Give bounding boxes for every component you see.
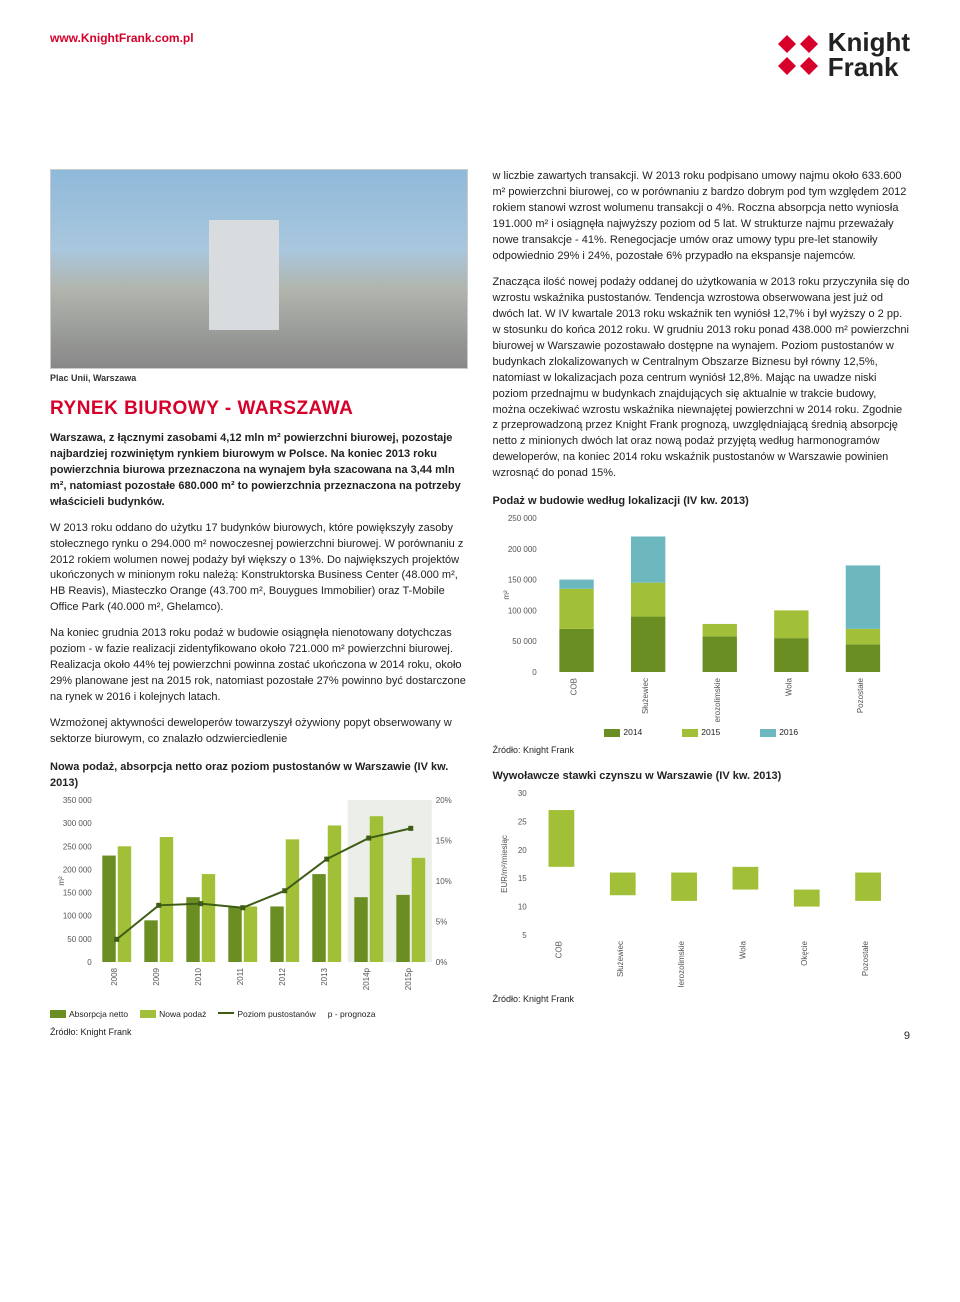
svg-text:5%: 5% (436, 917, 448, 926)
svg-text:2008: 2008 (110, 967, 119, 985)
legend-label: 2015 (701, 727, 720, 737)
svg-text:Pozostałe: Pozostałe (861, 941, 870, 977)
svg-text:250 000: 250 000 (507, 514, 536, 523)
svg-text:25: 25 (517, 818, 526, 827)
svg-text:200 000: 200 000 (63, 865, 92, 874)
svg-text:10: 10 (517, 903, 526, 912)
logo-text-top: Knight (828, 30, 910, 55)
swatch-podaz (140, 1010, 156, 1018)
swatch-absorpcja (50, 1010, 66, 1018)
svg-text:2015p: 2015p (404, 967, 413, 990)
svg-text:50 000: 50 000 (67, 935, 92, 944)
svg-text:COB: COB (554, 941, 563, 958)
body-paragraph: Na koniec grudnia 2013 roku podaż w budo… (50, 626, 468, 706)
svg-text:2010: 2010 (194, 967, 203, 985)
chart3: 5 10 15 20 25 30 COB Służewiec Al. Jerozolimskie… (493, 787, 911, 987)
right-column: w liczbie zawartych transakcji. W 2013 r… (493, 169, 911, 1039)
chart3-source: Źródło: Knight Frank (493, 993, 911, 1006)
svg-text:20%: 20% (436, 796, 452, 805)
svg-text:2014p: 2014p (362, 967, 371, 990)
svg-text:COB: COB (569, 678, 578, 695)
svg-text:Pozostałe: Pozostałe (855, 678, 864, 714)
svg-text:0: 0 (532, 668, 537, 677)
legend-label: Absorpcja netto (69, 1009, 128, 1019)
swatch-2016 (760, 729, 776, 737)
logo-text-bottom: Frank (828, 55, 910, 80)
chart1: 0 50 000 100 000 150 000 200 000 250 000 300 0… (50, 794, 468, 1004)
svg-text:Służewiec: Służewiec (615, 941, 624, 977)
legend-label: 2014 (623, 727, 642, 737)
chart2-legend: 2014 2015 2016 (493, 726, 911, 738)
svg-text:300 000: 300 000 (63, 819, 92, 828)
svg-text:10%: 10% (436, 877, 452, 886)
svg-text:2012: 2012 (278, 967, 287, 985)
svg-text:2011: 2011 (236, 967, 245, 985)
svg-text:EUR/m²/miesiąc: EUR/m²/miesiąc (499, 836, 508, 894)
svg-text:Al. Jerozolimskie: Al. Jerozolimskie (712, 678, 721, 723)
chart2: 0 50 000 100 000 150 000 200 000 250 000 COB Sł… (493, 512, 911, 722)
photo-block: Plac Unii, Warszawa (50, 169, 468, 385)
svg-text:250 000: 250 000 (63, 842, 92, 851)
svg-text:m²: m² (501, 590, 510, 600)
chart2-source: Źródło: Knight Frank (493, 744, 911, 757)
hero-photo (50, 169, 468, 369)
chart1-legend: Absorpcja netto Nowa podaż Poziom pustos… (50, 1008, 468, 1020)
svg-text:200 000: 200 000 (507, 545, 536, 554)
svg-text:Okęcie: Okęcie (799, 941, 808, 966)
body-paragraph: Znacząca ilość nowej podaży oddanej do u… (493, 275, 911, 482)
svg-text:Służewiec: Służewiec (641, 678, 650, 714)
swatch-2014 (604, 729, 620, 737)
svg-text:5: 5 (522, 931, 527, 940)
svg-text:2013: 2013 (320, 967, 329, 985)
legend-label: p - prognoza (328, 1008, 376, 1020)
logo-mark-icon (776, 33, 820, 77)
svg-text:2009: 2009 (152, 967, 161, 985)
chart1-source: Źródło: Knight Frank (50, 1026, 468, 1039)
swatch-vacancy (218, 1012, 234, 1014)
legend-label: Poziom pustostanów (237, 1009, 315, 1019)
chart2-title: Podaż w budowie według lokalizacji (IV k… (493, 494, 911, 510)
svg-text:150 000: 150 000 (507, 576, 536, 585)
svg-text:m²: m² (57, 876, 66, 886)
swatch-2015 (682, 729, 698, 737)
svg-text:15%: 15% (436, 836, 452, 845)
left-column: Plac Unii, Warszawa RYNEK BIUROWY - WARS… (50, 169, 468, 1039)
svg-text:350 000: 350 000 (63, 796, 92, 805)
legend-label: 2016 (779, 727, 798, 737)
section-title: RYNEK BIUROWY - WARSZAWA (50, 395, 468, 423)
chart3-title: Wywoławcze stawki czynszu w Warszawie (I… (493, 769, 911, 785)
body-paragraph: W 2013 roku oddano do użytku 17 budynków… (50, 521, 468, 617)
body-paragraph: w liczbie zawartych transakcji. W 2013 r… (493, 169, 911, 265)
legend-label: Nowa podaż (159, 1009, 206, 1019)
chart1-title: Nowa podaż, absorpcja netto oraz poziom … (50, 760, 468, 792)
site-url: www.KnightFrank.com.pl (50, 30, 194, 47)
svg-text:50 000: 50 000 (512, 637, 537, 646)
svg-text:100 000: 100 000 (507, 607, 536, 616)
logo-text: Knight Frank (828, 30, 910, 79)
svg-text:20: 20 (517, 846, 526, 855)
intro-paragraph: Warszawa, z łącznymi zasobami 4,12 mln m… (50, 431, 468, 511)
svg-text:0: 0 (87, 958, 92, 967)
svg-text:Wola: Wola (784, 678, 793, 697)
page-number: 9 (904, 1029, 910, 1045)
page-header: www.KnightFrank.com.pl Knight Frank (50, 30, 910, 79)
svg-text:100 000: 100 000 (63, 911, 92, 920)
svg-text:150 000: 150 000 (63, 888, 92, 897)
svg-text:0%: 0% (436, 958, 448, 967)
photo-caption: Plac Unii, Warszawa (50, 372, 468, 385)
svg-text:30: 30 (517, 789, 526, 798)
body-paragraph: Wzmożonej aktywności deweloperów towarzy… (50, 716, 468, 748)
svg-text:Al. Jerozolimskie: Al. Jerozolimskie (677, 941, 686, 988)
svg-text:Wola: Wola (738, 941, 747, 960)
brand-logo: Knight Frank (776, 30, 910, 79)
svg-text:15: 15 (517, 875, 526, 884)
